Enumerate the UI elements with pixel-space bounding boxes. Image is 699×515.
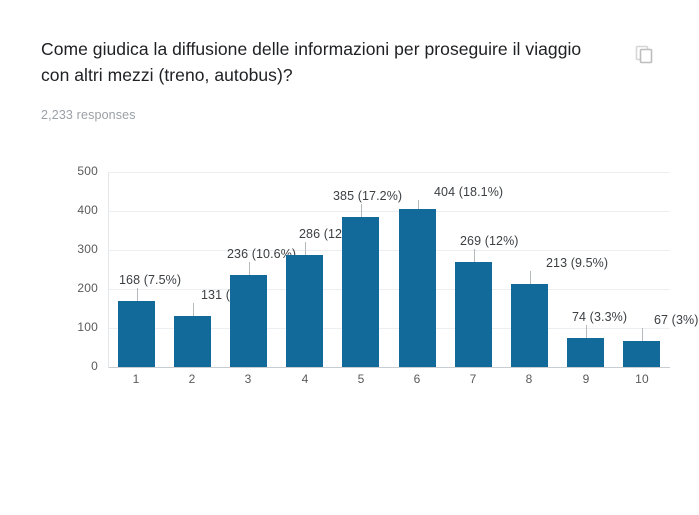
x-axis-tick-label: 2 — [188, 372, 196, 386]
leader-line — [474, 249, 475, 262]
leader-line — [305, 242, 306, 255]
x-axis-tick-label: 6 — [413, 372, 421, 386]
y-axis-line — [108, 172, 109, 368]
bar-value-label: 269 (12%) — [460, 234, 519, 248]
y-axis-tick-label: 100 — [77, 320, 98, 334]
x-axis-tick-label: 3 — [244, 372, 252, 386]
x-axis-tick-label: 10 — [635, 372, 649, 386]
bar-3[interactable] — [230, 275, 267, 367]
bar-4[interactable] — [286, 255, 323, 367]
x-axis-tick-label: 8 — [525, 372, 533, 386]
bar-6[interactable] — [399, 209, 436, 367]
leader-line — [418, 200, 419, 209]
x-axis-tick-label: 4 — [301, 372, 309, 386]
response-count-label: 2,233 responses — [41, 108, 136, 122]
copy-icon[interactable] — [628, 38, 660, 70]
leader-line — [249, 262, 250, 275]
leader-line — [137, 288, 138, 301]
y-axis-tick-label: 300 — [77, 242, 98, 256]
gridline-0 — [108, 367, 670, 368]
y-axis-tick-label: 200 — [77, 281, 98, 295]
leader-line — [642, 328, 643, 341]
bar-5[interactable] — [342, 217, 379, 367]
bar-value-label: 213 (9.5%) — [546, 256, 609, 270]
bar-value-label: 404 (18.1%) — [434, 185, 504, 199]
gridline-200 — [108, 289, 670, 290]
x-axis-tick-label: 7 — [469, 372, 477, 386]
y-axis-tick-label: 0 — [91, 359, 98, 373]
bar-value-label: 74 (3.3%) — [572, 310, 628, 324]
bar-value-label: 236 (10.6%) — [227, 247, 297, 261]
bar-2[interactable] — [174, 316, 211, 367]
bar-1[interactable] — [118, 301, 155, 367]
bar-8[interactable] — [511, 284, 548, 367]
bar-value-label: 385 (17.2%) — [333, 189, 403, 203]
x-axis-tick-label: 1 — [132, 372, 140, 386]
page-title: Come giudica la diffusione delle informa… — [41, 39, 582, 85]
gridline-500 — [108, 172, 670, 173]
y-axis-tick-label: 400 — [77, 203, 98, 217]
leader-line — [193, 303, 194, 316]
question-header: Come giudica la diffusione delle informa… — [41, 36, 586, 88]
x-axis-tick-label: 5 — [357, 372, 365, 386]
bar-value-label: 67 (3%) — [654, 313, 699, 327]
bar-value-label: 168 (7.5%) — [119, 273, 182, 287]
bar-9[interactable] — [567, 338, 604, 367]
bar-7[interactable] — [455, 262, 492, 367]
y-axis-tick-label: 500 — [77, 164, 98, 178]
bar-10[interactable] — [623, 341, 660, 367]
gridline-400 — [108, 211, 670, 212]
leader-line — [530, 271, 531, 284]
leader-line — [361, 204, 362, 217]
gridline-100 — [108, 328, 670, 329]
leader-line — [586, 325, 587, 338]
gridline-300 — [108, 250, 670, 251]
x-axis-tick-label: 9 — [582, 372, 590, 386]
